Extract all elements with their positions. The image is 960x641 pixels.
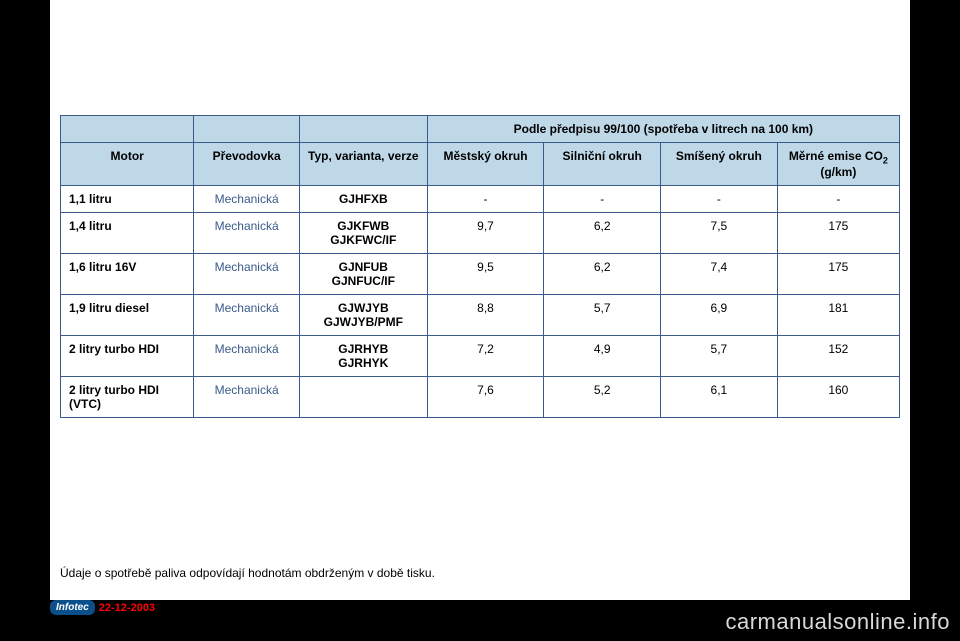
cell: 7,2	[427, 336, 544, 377]
co2-sub: 2	[883, 155, 888, 165]
cell: -	[777, 186, 899, 213]
cell: 1,6 litru 16V	[61, 254, 194, 295]
cell: 6,1	[661, 377, 778, 418]
cell: 9,5	[427, 254, 544, 295]
cell: 175	[777, 254, 899, 295]
cell: -	[427, 186, 544, 213]
cell: Mechanická	[194, 336, 300, 377]
table-row: 2 litry turbo HDIMechanickáGJRHYBGJRHYK7…	[61, 336, 900, 377]
header-row-2: Motor Převodovka Typ, varianta, verze Mě…	[61, 143, 900, 186]
cell: 5,2	[544, 377, 661, 418]
cell: 1,9 litru diesel	[61, 295, 194, 336]
header-gearbox: Převodovka	[194, 143, 300, 186]
cell: 7,5	[661, 213, 778, 254]
header-motor: Motor	[61, 143, 194, 186]
cell: 7,4	[661, 254, 778, 295]
cell: 1,1 litru	[61, 186, 194, 213]
page: Podle předpisu 99/100 (spotřeba v litrec…	[50, 0, 910, 600]
bottom-bar: Infotec 22-12-2003	[50, 600, 155, 615]
header-blank	[299, 116, 427, 143]
fuel-consumption-table: Podle předpisu 99/100 (spotřeba v litrec…	[60, 115, 900, 418]
data-table: Podle předpisu 99/100 (spotřeba v litrec…	[60, 115, 900, 418]
cell: 175	[777, 213, 899, 254]
table-row: 1,9 litru dieselMechanickáGJWJYBGJWJYB/P…	[61, 295, 900, 336]
cell: 5,7	[661, 336, 778, 377]
cell: 4,9	[544, 336, 661, 377]
cell: 9,7	[427, 213, 544, 254]
cell: 6,2	[544, 213, 661, 254]
cell: GJWJYBGJWJYB/PMF	[299, 295, 427, 336]
cell: GJKFWBGJKFWC/IF	[299, 213, 427, 254]
cell: 181	[777, 295, 899, 336]
cell: 1,4 litru	[61, 213, 194, 254]
cell: GJRHYBGJRHYK	[299, 336, 427, 377]
header-mixed: Smíšený okruh	[661, 143, 778, 186]
cell: -	[544, 186, 661, 213]
cell: Mechanická	[194, 377, 300, 418]
co2-unit: (g/km)	[820, 165, 856, 179]
table-row: 1,4 litruMechanickáGJKFWBGJKFWC/IF9,76,2…	[61, 213, 900, 254]
cell: Mechanická	[194, 295, 300, 336]
cell: GJNFUBGJNFUC/IF	[299, 254, 427, 295]
cell: 8,8	[427, 295, 544, 336]
watermark: carmanualsonline.info	[725, 609, 950, 635]
cell: Mechanická	[194, 254, 300, 295]
header-road: Silniční okruh	[544, 143, 661, 186]
cell: 5,7	[544, 295, 661, 336]
header-blank	[194, 116, 300, 143]
cell: Mechanická	[194, 213, 300, 254]
table-body: 1,1 litruMechanickáGJHFXB----1,4 litruMe…	[61, 186, 900, 418]
header-regulation: Podle předpisu 99/100 (spotřeba v litrec…	[427, 116, 899, 143]
cell: GJHFXB	[299, 186, 427, 213]
infotec-badge: Infotec	[50, 600, 95, 615]
cell: 152	[777, 336, 899, 377]
cell: 2 litry turbo HDI	[61, 336, 194, 377]
cell: Mechanická	[194, 186, 300, 213]
header-urban: Městský okruh	[427, 143, 544, 186]
cell: 7,6	[427, 377, 544, 418]
cell: 6,9	[661, 295, 778, 336]
cell: 160	[777, 377, 899, 418]
cell: 6,2	[544, 254, 661, 295]
cell	[299, 377, 427, 418]
document-date: 22-12-2003	[99, 602, 155, 614]
header-blank	[61, 116, 194, 143]
cell: -	[661, 186, 778, 213]
header-variant: Typ, varianta, verze	[299, 143, 427, 186]
footnote-text: Údaje o spotřebě paliva odpovídají hodno…	[60, 566, 435, 580]
header-co2: Měrné emise CO2 (g/km)	[777, 143, 899, 186]
co2-label: Měrné emise CO	[789, 149, 883, 163]
header-row-1: Podle předpisu 99/100 (spotřeba v litrec…	[61, 116, 900, 143]
table-row: 1,1 litruMechanickáGJHFXB----	[61, 186, 900, 213]
table-row: 1,6 litru 16VMechanickáGJNFUBGJNFUC/IF9,…	[61, 254, 900, 295]
table-row: 2 litry turbo HDI (VTC)Mechanická 7,65,26…	[61, 377, 900, 418]
cell: 2 litry turbo HDI (VTC)	[61, 377, 194, 418]
